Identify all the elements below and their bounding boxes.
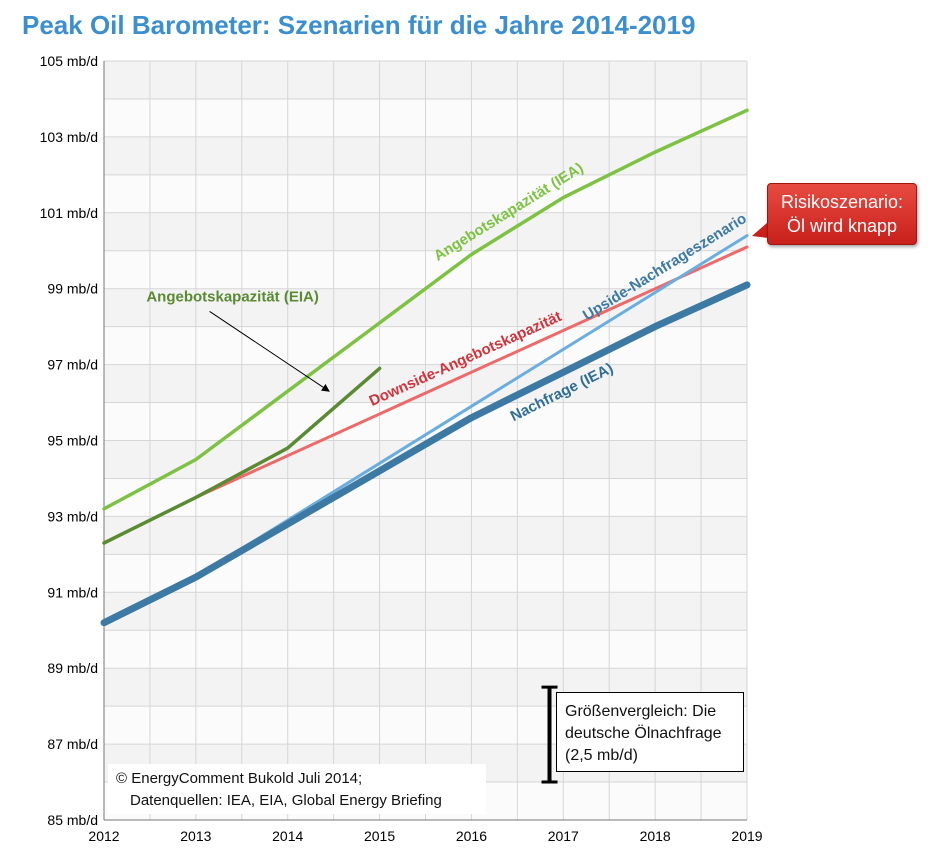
x-tick-label: 2019 <box>731 828 762 844</box>
risk-line-2: Öl wird knapp <box>786 216 898 236</box>
size-comparison-box: Größenvergleich: Die deutsche Ölnachfrag… <box>556 692 744 772</box>
x-tick-label: 2015 <box>364 828 395 844</box>
x-tick-label: 2013 <box>180 828 211 844</box>
x-tick-label: 2016 <box>456 828 487 844</box>
risk-line-1: Risikoszenario: <box>780 192 904 212</box>
y-tick-label: 95 mb/d <box>47 433 98 449</box>
compare-line-2: deutsche Ölnachfrage <box>565 725 722 742</box>
chart-title: Peak Oil Barometer: Szenarien für die Ja… <box>22 10 696 40</box>
y-tick-label: 93 mb/d <box>47 508 98 524</box>
y-axis-ticks: 85 mb/d 87 mb/d 89 mb/d 91 mb/d 93 mb/d 95 mb… <box>40 53 98 828</box>
y-tick-label: 85 mb/d <box>47 812 98 828</box>
compare-line-1: Größenvergleich: Die <box>565 703 717 720</box>
credit-line-2: Datenquellen: IEA, EIA, Global Energy Br… <box>130 792 442 809</box>
series-line-angebot_eia <box>102 366 382 545</box>
y-tick-label: 91 mb/d <box>47 584 98 600</box>
y-tick-label: 101 mb/d <box>40 205 98 221</box>
chart-annotations <box>209 222 768 784</box>
y-tick-label: 99 mb/d <box>47 281 98 297</box>
y-tick-label: 105 mb/d <box>40 53 98 69</box>
series-line-angebot_iea <box>102 108 749 511</box>
risk-pointer <box>752 222 768 238</box>
y-tick-label: 87 mb/d <box>47 736 98 752</box>
x-tick-label: 2018 <box>640 828 671 844</box>
series-line-nachfrage <box>100 281 751 627</box>
series-lines <box>100 108 751 627</box>
credit-box: © EnergyComment Bukold Juli 2014; Datenq… <box>108 764 486 814</box>
x-tick-label: 2014 <box>272 828 303 844</box>
y-tick-label: 103 mb/d <box>40 129 98 145</box>
series-label-angebot-eia: Angebotskapazität (EIA) <box>146 288 319 305</box>
eia-arrow <box>209 311 330 392</box>
axes <box>103 61 747 821</box>
series-line-downside <box>194 245 749 499</box>
x-tick-label: 2017 <box>548 828 579 844</box>
y-tick-label: 89 mb/d <box>47 660 98 676</box>
x-axis-ticks: 2012 2013 2014 2015 2016 2017 2018 2019 <box>88 828 762 844</box>
risk-scenario-callout: Risikoszenario: Öl wird knapp <box>767 183 917 245</box>
x-tick-label: 2012 <box>88 828 119 844</box>
compare-line-3: (2,5 mb/d) <box>565 747 638 764</box>
credit-line-1: © EnergyComment Bukold Juli 2014; <box>116 770 363 787</box>
y-tick-label: 97 mb/d <box>47 357 98 373</box>
